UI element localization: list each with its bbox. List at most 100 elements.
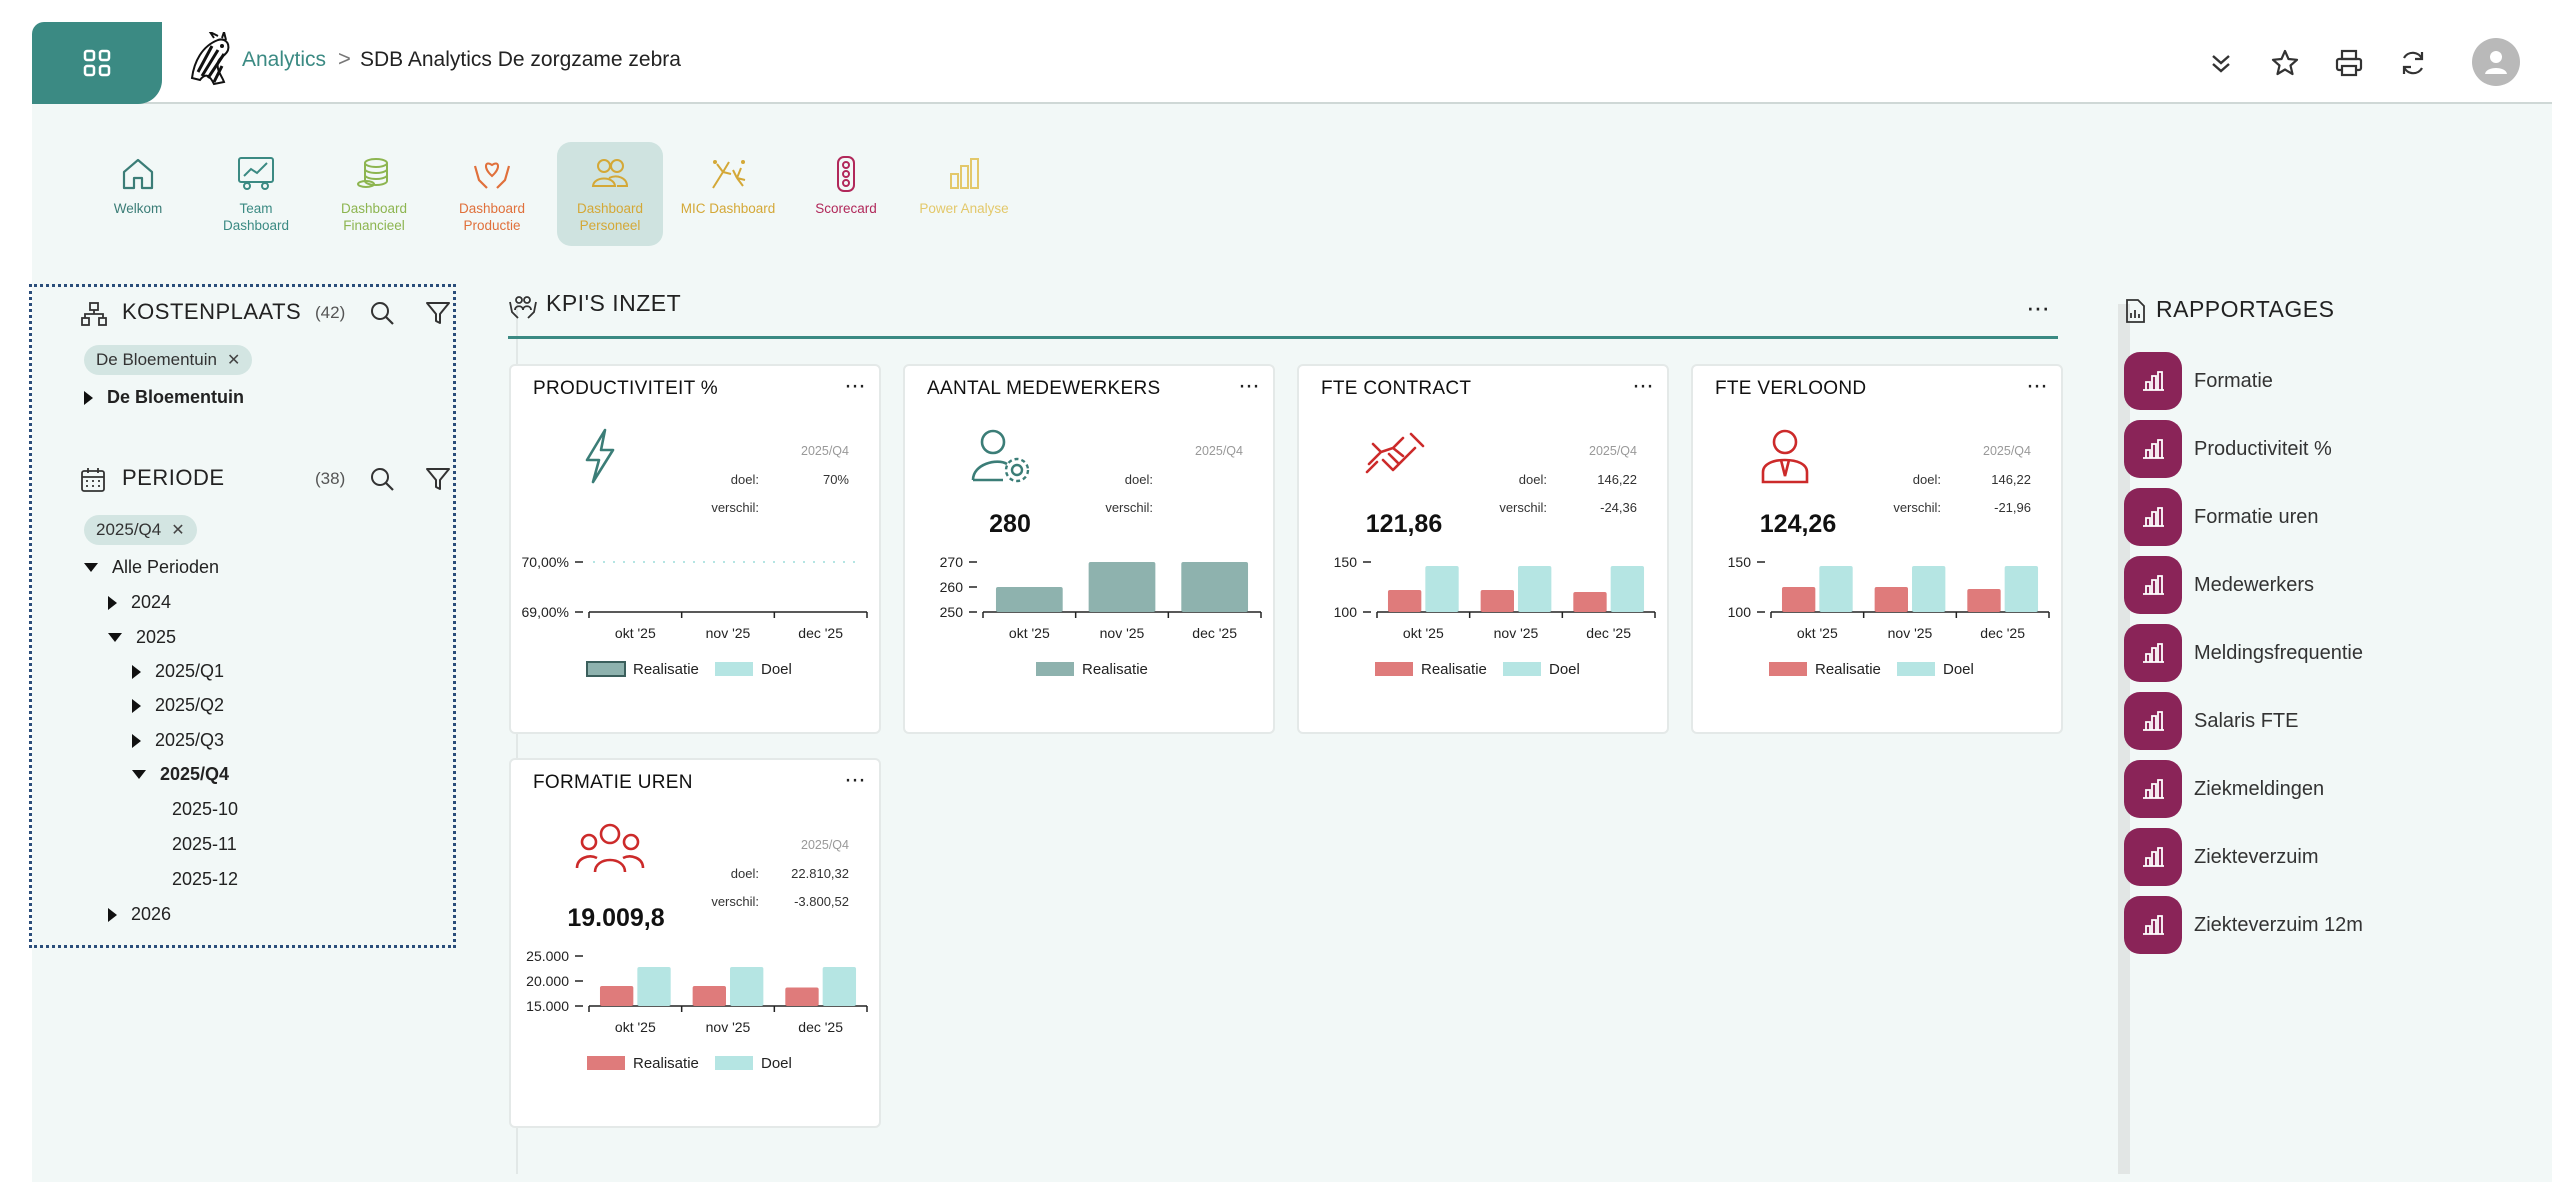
people-icon	[591, 159, 629, 187]
kpi-card-productiviteit[interactable]: PRODUCTIVITEIT % ··· 2025/Q4 doel: 70% v…	[509, 364, 881, 734]
report-label: Meldingsfrequentie	[2194, 641, 2363, 664]
collapse-icon[interactable]	[84, 563, 98, 572]
kpi-card-formatie-uren[interactable]: FORMATIE UREN ··· 2025/Q4 doel: 22.810,3…	[509, 758, 881, 1128]
legend-label: Realisatie	[1815, 661, 1881, 678]
tree-item-selected[interactable]: 2025/Q4	[132, 764, 229, 785]
kostenplaats-chip[interactable]: De Bloementuin ✕	[84, 345, 253, 375]
report-item[interactable]: Ziekmeldingen	[2124, 760, 2324, 818]
search-icon[interactable]	[368, 299, 396, 327]
y-tick-label: 69,00%	[522, 604, 569, 620]
chart-report-icon	[2143, 915, 2164, 935]
bar-realisatie	[1181, 562, 1249, 612]
tree-item[interactable]: 2025/Q2	[132, 695, 224, 716]
nav-item-dashboard-personeel[interactable]: Dashboard Personeel	[557, 142, 663, 246]
legend-swatch	[1375, 662, 1413, 676]
tree-item[interactable]: 2025-11	[172, 834, 237, 854]
tree-item[interactable]: 2024	[108, 592, 171, 613]
bar-chart-icon	[950, 158, 979, 189]
expand-icon[interactable]	[132, 733, 141, 748]
tree-item[interactable]: 2025	[108, 627, 176, 648]
close-icon[interactable]: ✕	[171, 522, 185, 539]
y-tick-label: 150	[1728, 556, 1752, 570]
nav-item-dashboard-productie[interactable]: Dashboard Productie	[439, 142, 545, 246]
more-options-icon[interactable]: ···	[2026, 292, 2050, 322]
more-options-icon[interactable]: ···	[2026, 372, 2048, 399]
report-label: Medewerkers	[2194, 573, 2315, 596]
expand-icon[interactable]	[132, 698, 141, 713]
expand-icon[interactable]	[108, 595, 117, 610]
card-title: FTE CONTRACT	[1321, 378, 1472, 399]
nav-item-dashboard-financieel[interactable]: Dashboard Financieel	[321, 142, 427, 246]
home-icon	[122, 158, 154, 190]
x-tick-label: nov '25	[1100, 625, 1145, 641]
collapse-icon[interactable]	[108, 633, 122, 642]
nav-item-scorecard[interactable]: Scorecard	[793, 142, 899, 246]
report-label: Formatie	[2194, 369, 2273, 392]
more-options-icon[interactable]: ···	[844, 372, 866, 399]
kpi-card-fte-verloond[interactable]: FTE VERLOOND ··· 2025/Q4 doel: 146,22 ve…	[1691, 364, 2063, 734]
legend-swatch	[1036, 662, 1074, 676]
bar-realisatie	[1480, 590, 1514, 612]
collapse-icon[interactable]	[132, 770, 146, 779]
legend-label: Doel	[761, 661, 792, 678]
nav-item-team-dashboard[interactable]: Team Dashboard	[203, 142, 309, 246]
more-options-icon[interactable]: ···	[1632, 372, 1654, 399]
star-icon[interactable]	[2266, 44, 2304, 82]
periode-chip[interactable]: 2025/Q4 ✕	[84, 515, 197, 545]
kpi-chart: 250 260 270 okt '25 nov '25 dec '25 Realisatie	[940, 556, 1262, 678]
legend-swatch	[1769, 662, 1807, 676]
expand-icon[interactable]	[132, 664, 141, 679]
tree-item[interactable]: 2025-12	[172, 869, 239, 889]
tree-item[interactable]: 2025/Q3	[132, 730, 224, 751]
verschil-value: -24,36	[1600, 500, 1637, 515]
bar-realisatie	[1967, 589, 2001, 612]
nav-label: Scorecard	[815, 201, 877, 216]
collapse-icon[interactable]	[2202, 44, 2240, 82]
expand-icon[interactable]	[84, 390, 93, 405]
kpi-value: 121,86	[1365, 510, 1443, 538]
report-item[interactable]: Medewerkers	[2124, 556, 2314, 614]
refresh-icon[interactable]	[2394, 44, 2432, 82]
report-item[interactable]: Meldingsfrequentie	[2124, 624, 2363, 682]
tree-item[interactable]: 2025-10	[172, 799, 239, 819]
filter-icon[interactable]	[424, 465, 452, 493]
more-options-icon[interactable]: ···	[1238, 372, 1260, 399]
search-icon[interactable]	[368, 465, 396, 493]
apps-grid-button[interactable]	[32, 22, 162, 104]
legend-label: Doel	[1943, 661, 1974, 678]
report-item[interactable]: Salaris FTE	[2124, 692, 2298, 750]
org-chart-icon	[81, 302, 107, 326]
card-title: FORMATIE UREN	[533, 772, 693, 793]
tree-item[interactable]: Alle Perioden	[84, 557, 219, 578]
report-item[interactable]: Formatie	[2124, 352, 2273, 410]
verschil-label: verschil:	[1105, 500, 1153, 515]
x-tick-label: dec '25	[798, 625, 843, 641]
report-item[interactable]: Productiviteit %	[2124, 420, 2332, 478]
nav-item-power-analyse[interactable]: Power Analyse	[911, 142, 1017, 246]
report-item[interactable]: Ziekteverzuim	[2124, 828, 2318, 886]
avatar[interactable]	[2472, 38, 2520, 86]
report-item[interactable]: Formatie uren	[2124, 488, 2319, 546]
nav-item-mic-dashboard[interactable]: MIC Dashboard	[675, 142, 781, 246]
tree-item[interactable]: 2025/Q1	[132, 661, 224, 682]
close-icon[interactable]: ✕	[226, 352, 241, 369]
legend-label: Realisatie	[633, 661, 699, 678]
tree-item[interactable]: De Bloementuin	[84, 387, 244, 408]
more-options-icon[interactable]: ···	[844, 766, 866, 793]
tree-item[interactable]: 2026	[108, 904, 171, 925]
kpi-card-medewerkers[interactable]: AANTAL MEDEWERKERS ··· 2025/Q4 doel: ver…	[903, 364, 1275, 734]
care-hands-icon	[473, 162, 511, 189]
x-tick-label: dec '25	[1980, 625, 2025, 641]
chart-report-icon	[2143, 847, 2164, 867]
kostenplaats-count: (42)	[315, 303, 346, 322]
bar-doel	[2004, 566, 2039, 612]
kpi-card-fte-contract[interactable]: FTE CONTRACT ··· 2025/Q4 doel: 146,22 ve…	[1297, 364, 1669, 734]
report-item[interactable]: Ziekteverzuim 12m	[2124, 896, 2363, 954]
nav-item-welkom[interactable]: Welkom	[85, 142, 191, 246]
y-tick-label: 260	[940, 579, 964, 595]
expand-icon[interactable]	[108, 907, 117, 922]
print-icon[interactable]	[2330, 44, 2368, 82]
bar-realisatie	[1874, 587, 1908, 612]
filter-icon[interactable]	[424, 299, 452, 327]
breadcrumb-app-link[interactable]: Analytics	[242, 48, 327, 71]
